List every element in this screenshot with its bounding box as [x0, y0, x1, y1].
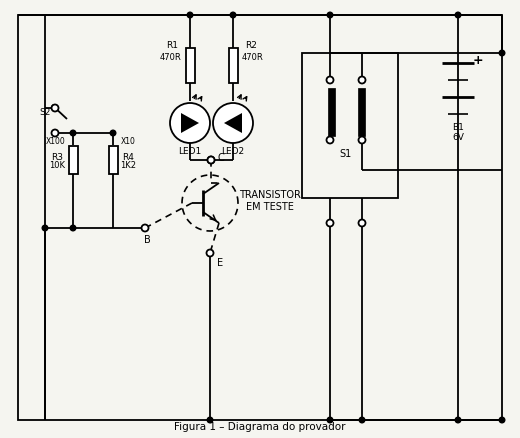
- Circle shape: [51, 105, 58, 112]
- Text: EM TESTE: EM TESTE: [246, 202, 294, 212]
- Circle shape: [170, 103, 210, 143]
- Bar: [228, 48, 238, 83]
- Text: B: B: [144, 235, 150, 245]
- Circle shape: [358, 219, 366, 226]
- Text: 6V: 6V: [452, 134, 464, 142]
- Text: R3: R3: [51, 152, 63, 162]
- Polygon shape: [224, 113, 242, 133]
- Text: R4: R4: [122, 152, 134, 162]
- Text: R2: R2: [245, 42, 257, 50]
- Circle shape: [51, 130, 58, 137]
- Text: Figura 1 – Diagrama do provador: Figura 1 – Diagrama do provador: [174, 422, 346, 432]
- Circle shape: [207, 156, 215, 163]
- Circle shape: [141, 225, 149, 232]
- Text: 1K2: 1K2: [120, 162, 136, 170]
- Text: 470R: 470R: [159, 53, 181, 61]
- Text: C: C: [218, 153, 224, 163]
- Text: S2: S2: [40, 108, 50, 117]
- Circle shape: [207, 417, 213, 423]
- Text: E: E: [217, 258, 223, 268]
- Text: X100: X100: [46, 137, 66, 145]
- Text: TRANSISTOR: TRANSISTOR: [239, 190, 301, 200]
- Circle shape: [358, 137, 366, 144]
- Text: B1: B1: [452, 124, 464, 133]
- Bar: [69, 146, 77, 174]
- Circle shape: [70, 225, 76, 231]
- Bar: [186, 48, 194, 83]
- Circle shape: [358, 77, 366, 84]
- Circle shape: [327, 417, 333, 423]
- Text: S1: S1: [340, 149, 352, 159]
- Circle shape: [499, 417, 505, 423]
- Text: LED1: LED1: [178, 146, 202, 155]
- Bar: [109, 146, 118, 174]
- Text: 10K: 10K: [49, 162, 65, 170]
- Circle shape: [110, 130, 116, 136]
- Text: 470R: 470R: [242, 53, 264, 61]
- Circle shape: [187, 12, 193, 18]
- Circle shape: [230, 12, 236, 18]
- Text: R1: R1: [166, 42, 178, 50]
- Polygon shape: [181, 113, 199, 133]
- Circle shape: [455, 12, 461, 18]
- Circle shape: [327, 77, 333, 84]
- Circle shape: [206, 250, 214, 257]
- Bar: [302, 53, 398, 198]
- Text: LED2: LED2: [222, 146, 244, 155]
- Circle shape: [359, 417, 365, 423]
- Circle shape: [70, 130, 76, 136]
- Circle shape: [327, 12, 333, 18]
- Circle shape: [213, 103, 253, 143]
- Text: +: +: [473, 53, 483, 67]
- Circle shape: [327, 219, 333, 226]
- Circle shape: [327, 137, 333, 144]
- Circle shape: [499, 50, 505, 56]
- Bar: [328, 88, 334, 136]
- Text: X10: X10: [121, 137, 135, 145]
- Circle shape: [455, 417, 461, 423]
- Bar: [358, 88, 365, 136]
- Circle shape: [207, 156, 215, 163]
- Circle shape: [42, 225, 48, 231]
